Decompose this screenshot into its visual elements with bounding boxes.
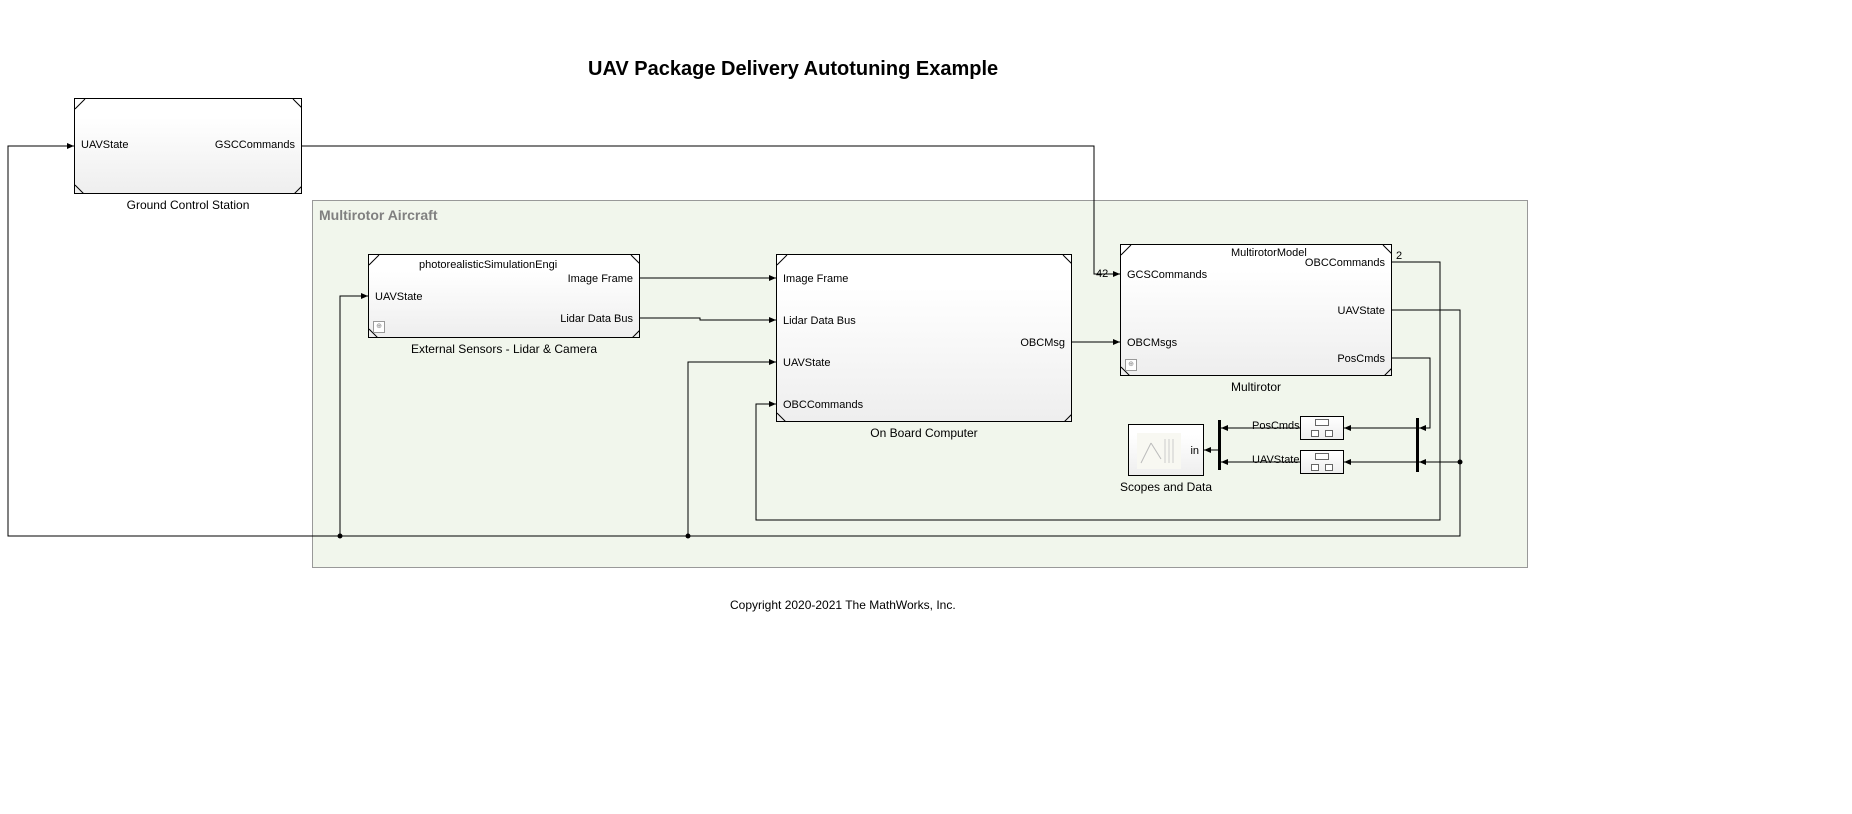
signal-2: 2 — [1396, 250, 1402, 262]
multirotor-title-top: MultirotorModel — [1231, 247, 1307, 259]
scope-graphic — [1137, 433, 1181, 469]
port-gcscommands-out: GSCCommands — [215, 139, 295, 151]
copyright-text: Copyright 2020-2021 The MathWorks, Inc. — [730, 598, 956, 612]
port-mr-obcmsgs: OBCMsgs — [1127, 337, 1177, 349]
port-obc-obcmsg: OBCMsg — [1020, 337, 1065, 349]
goto-uavstate[interactable] — [1300, 450, 1344, 474]
port-mr-gcscommands: GCSCommands — [1127, 269, 1207, 281]
diagram-canvas: UAV Package Delivery Autotuning Example … — [0, 0, 1852, 814]
port-mr-obccommands: OBCCommands — [1305, 257, 1385, 269]
bus-creator-left[interactable] — [1218, 420, 1221, 470]
label-ground-control-station: Ground Control Station — [74, 198, 302, 212]
block-multirotor[interactable]: MultirotorModel GCSCommands OBCMsgs OBCC… — [1120, 244, 1392, 376]
label-multirotor: Multirotor — [1120, 380, 1392, 394]
mini-icon-2 — [1311, 430, 1319, 437]
port-mr-poscmds: PosCmds — [1337, 353, 1385, 365]
port-obc-lidar: Lidar Data Bus — [783, 315, 856, 327]
block-on-board-computer[interactable]: Image Frame Lidar Data Bus UAVState OBCC… — [776, 254, 1072, 422]
port-uavstate-in: UAVState — [81, 139, 129, 151]
port-scopes-in: in — [1190, 445, 1199, 457]
goto-poscmds-label: PosCmds — [1252, 420, 1298, 432]
mini-icon-3 — [1325, 430, 1333, 437]
port-sensors-imageframe: Image Frame — [568, 273, 633, 285]
block-ground-control-station[interactable]: UAVState GSCCommands — [74, 98, 302, 194]
diagram-title: UAV Package Delivery Autotuning Example — [588, 58, 998, 81]
mini-icon-4 — [1315, 453, 1329, 460]
signal-42: 42 — [1096, 268, 1108, 280]
sensors-title-top: photorealisticSimulationEngi — [419, 259, 557, 271]
mini-icon-5 — [1311, 464, 1319, 471]
mini-icon-6 — [1325, 464, 1333, 471]
label-scopes-and-data: Scopes and Data — [1108, 480, 1224, 494]
goto-uavstate-label: UAVState — [1252, 454, 1298, 466]
port-obc-obccommands: OBCCommands — [783, 399, 863, 411]
label-external-sensors: External Sensors - Lidar & Camera — [368, 342, 640, 356]
port-mr-uavstate: UAVState — [1338, 305, 1386, 317]
port-sensors-uavstate: UAVState — [375, 291, 423, 303]
port-obc-imageframe: Image Frame — [783, 273, 848, 285]
port-obc-uavstate: UAVState — [783, 357, 831, 369]
port-sensors-lidar: Lidar Data Bus — [560, 313, 633, 325]
bus-selector-right[interactable] — [1416, 418, 1419, 472]
block-scopes-and-data[interactable]: in — [1128, 424, 1204, 476]
variant-icon: ⊕ — [373, 321, 385, 333]
goto-poscmds[interactable] — [1300, 416, 1344, 440]
mini-icon-1 — [1315, 419, 1329, 426]
subsystem-title: Multirotor Aircraft — [319, 207, 437, 223]
label-on-board-computer: On Board Computer — [776, 426, 1072, 440]
block-external-sensors[interactable]: photorealisticSimulationEngi UAVState Im… — [368, 254, 640, 338]
variant-icon-mr: ⊕ — [1125, 359, 1137, 371]
